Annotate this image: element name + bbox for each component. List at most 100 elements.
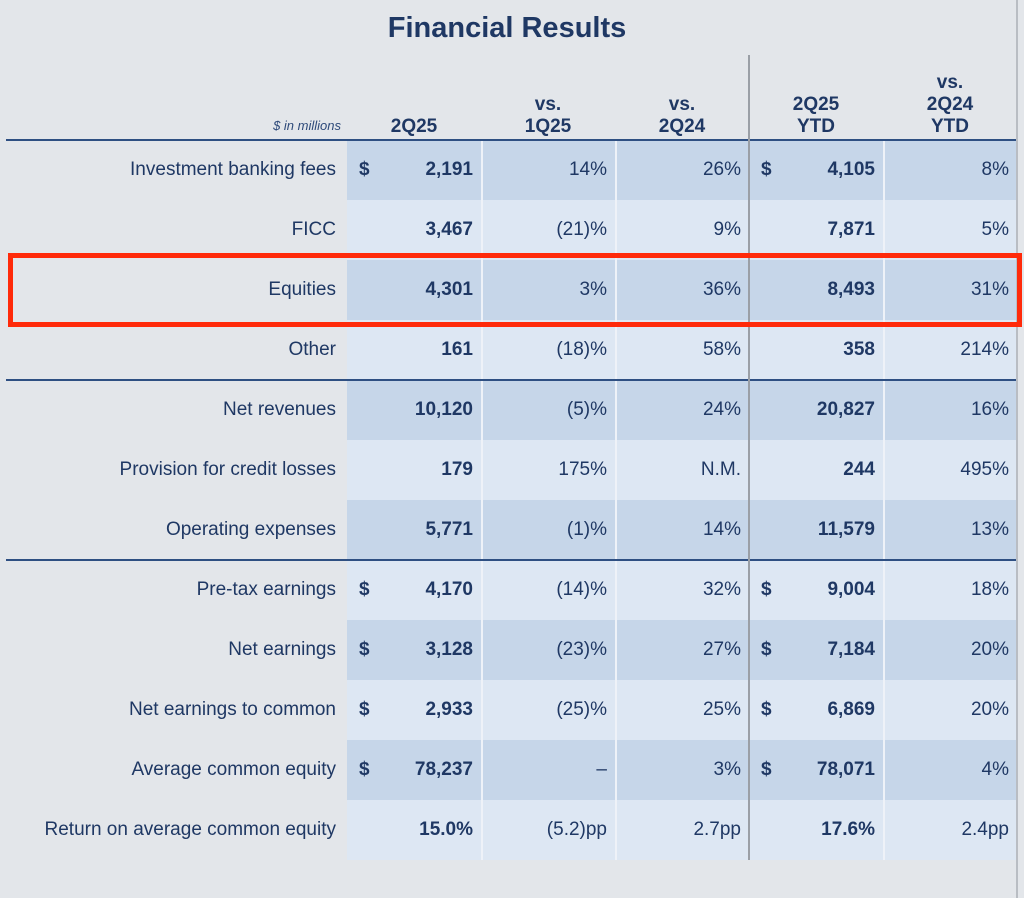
column-header-line: 2Q24	[658, 116, 706, 137]
dollar-sign: $	[761, 699, 772, 720]
column-header: vs. 2Q24	[615, 60, 749, 138]
dollar-sign: $	[359, 699, 370, 720]
cell-q: 2,933 $	[347, 680, 481, 740]
column-header-line: 2Q25	[792, 94, 840, 115]
cell-q: 3,128 $	[347, 620, 481, 680]
row-label: Net earnings to common	[129, 699, 336, 720]
table-row: Operating expenses 5,771 (1)% 14% 11,579 13%	[0, 500, 1017, 560]
cell-q: 4,170 $	[347, 560, 481, 620]
page-edge	[1016, 0, 1018, 898]
table-row: Other 161 (18)% 58% 358 214%	[0, 320, 1017, 380]
dollar-sign: $	[761, 159, 772, 180]
row-label: Provision for credit losses	[119, 459, 336, 480]
cell-vy: 2.7pp	[615, 800, 749, 860]
cell-vq: (5)%	[481, 380, 615, 440]
page-title: Financial Results	[387, 12, 627, 44]
row-label: Net earnings	[228, 639, 336, 660]
column-header-line: 2Q25	[390, 116, 438, 137]
cell-vytd: 214%	[883, 320, 1017, 380]
row-label: Average common equity	[131, 759, 336, 780]
column-header-line: 2Q24	[926, 94, 974, 115]
cell-vy: 3%	[615, 740, 749, 800]
cell-vytd: 13%	[883, 500, 1017, 560]
cell-vytd: 2.4pp	[883, 800, 1017, 860]
dollar-sign: $	[359, 759, 370, 780]
cell-ytd: 20,827	[749, 380, 883, 440]
table-row: Net revenues 10,120 (5)% 24% 20,827 16%	[0, 380, 1017, 440]
column-header-line: vs.	[668, 94, 696, 115]
row-label: Other	[288, 339, 336, 360]
row-label: FICC	[291, 219, 336, 240]
cell-vytd: 16%	[883, 380, 1017, 440]
column-header: 2Q25 YTD	[749, 60, 883, 138]
cell-vytd: 20%	[883, 620, 1017, 680]
cell-ytd: 9,004 $	[749, 560, 883, 620]
table-row: Equities 4,301 3% 36% 8,493 31%	[0, 260, 1017, 320]
cell-vytd: 495%	[883, 440, 1017, 500]
cell-vy: 58%	[615, 320, 749, 380]
cell-q: 4,301	[347, 260, 481, 320]
cell-vq: (21)%	[481, 200, 615, 260]
cell-q: 78,237 $	[347, 740, 481, 800]
cell-vq: (18)%	[481, 320, 615, 380]
cell-vq: (1)%	[481, 500, 615, 560]
dollar-sign: $	[761, 579, 772, 600]
cell-ytd: 244	[749, 440, 883, 500]
column-header: vs. 2Q24 YTD	[883, 60, 1017, 138]
cell-vq: (5.2)pp	[481, 800, 615, 860]
column-header-line: 1Q25	[524, 116, 572, 137]
column-header-line: vs.	[936, 72, 964, 93]
row-label: Equities	[268, 279, 336, 300]
cell-vq: 175%	[481, 440, 615, 500]
cell-vytd: 5%	[883, 200, 1017, 260]
row-label: Investment banking fees	[130, 159, 336, 180]
cell-vy: 26%	[615, 140, 749, 200]
cell-q: 15.0%	[347, 800, 481, 860]
cell-vq: 3%	[481, 260, 615, 320]
cell-ytd: 78,071 $	[749, 740, 883, 800]
cell-vq: (14)%	[481, 560, 615, 620]
cell-ytd: 11,579	[749, 500, 883, 560]
column-header-line: YTD	[931, 116, 969, 137]
table-row: Average common equity 78,237 $ –3% 78,071 $4%	[0, 740, 1017, 800]
cell-ytd: 4,105 $	[749, 140, 883, 200]
table-row: Provision for credit losses 179 175% N.M. 24…	[0, 440, 1017, 500]
table-row: Pre-tax earnings 4,170 $ (14)% 32% 9,004 $18%	[0, 560, 1017, 620]
cell-vy: 27%	[615, 620, 749, 680]
cell-vy: 32%	[615, 560, 749, 620]
cell-q: 3,467	[347, 200, 481, 260]
table-row: Return on average common equity 15.0% (5.2…	[0, 800, 1017, 860]
row-label: Return on average common equity	[44, 819, 337, 840]
cell-ytd: 17.6%	[749, 800, 883, 860]
header-divider	[6, 139, 1017, 141]
cell-q: 10,120	[347, 380, 481, 440]
cell-vytd: 18%	[883, 560, 1017, 620]
row-label: Operating expenses	[165, 519, 336, 540]
cell-q: 161	[347, 320, 481, 380]
column-header-line: YTD	[797, 116, 835, 137]
section-divider	[6, 559, 1017, 561]
cell-vy: 24%	[615, 380, 749, 440]
cell-ytd: 7,184 $	[749, 620, 883, 680]
cell-vytd: 4%	[883, 740, 1017, 800]
dollar-sign: $	[761, 639, 772, 660]
row-label: Pre-tax earnings	[196, 579, 336, 600]
cell-vy: 9%	[615, 200, 749, 260]
cell-vq: (23)%	[481, 620, 615, 680]
dollar-sign: $	[359, 159, 370, 180]
cell-vy: N.M.	[615, 440, 749, 500]
dollar-sign: $	[761, 759, 772, 780]
cell-vy: 25%	[615, 680, 749, 740]
cell-ytd: 6,869 $	[749, 680, 883, 740]
highlight-box-equities	[8, 253, 1022, 327]
cell-ytd: 358	[749, 320, 883, 380]
cell-q: 2,191 $	[347, 140, 481, 200]
ytd-divider	[748, 55, 750, 860]
column-header-line: vs.	[534, 94, 562, 115]
column-header: vs. 1Q25	[481, 60, 615, 138]
cell-vy: 36%	[615, 260, 749, 320]
column-header: 2Q25	[347, 60, 481, 138]
dollar-sign: $	[359, 579, 370, 600]
cell-vytd: 20%	[883, 680, 1017, 740]
cell-vq: 14%	[481, 140, 615, 200]
